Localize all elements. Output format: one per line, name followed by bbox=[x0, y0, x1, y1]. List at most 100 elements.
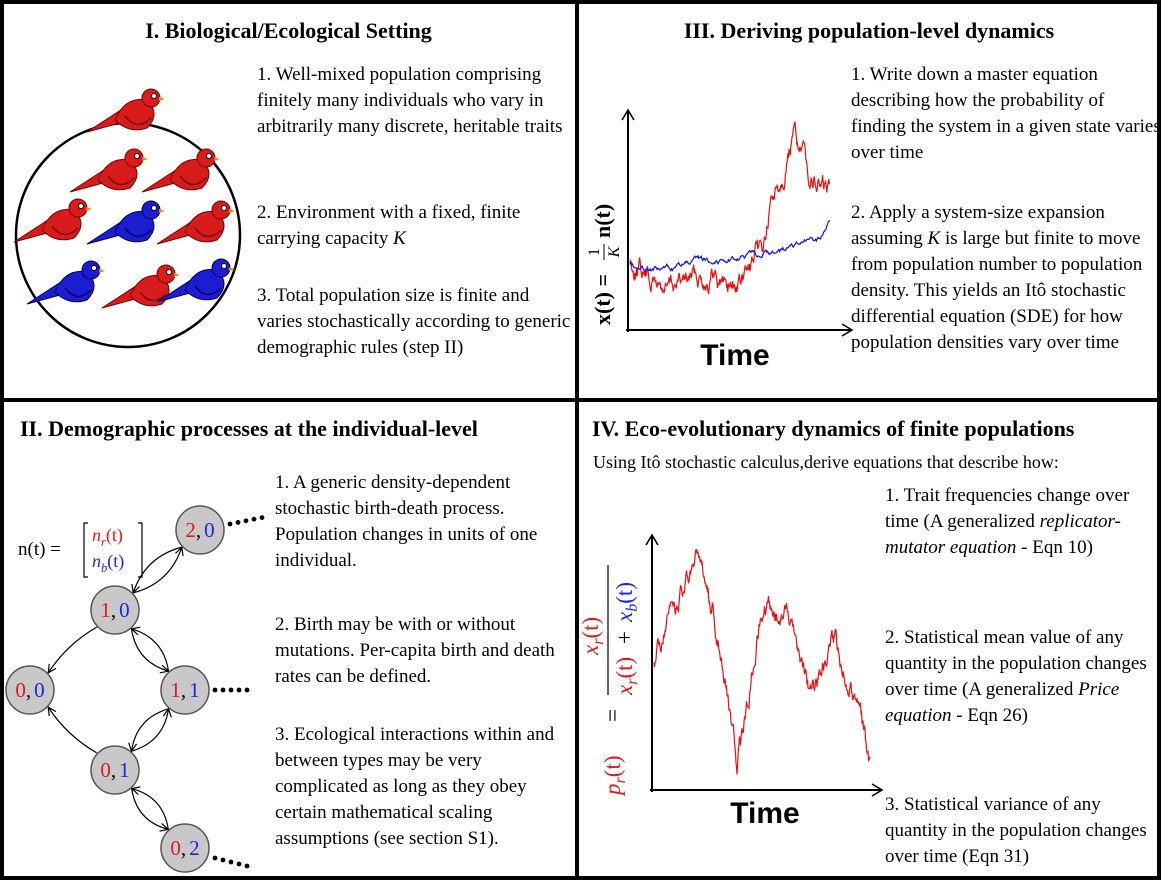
stochastic-trace bbox=[653, 549, 871, 775]
text: 1. Well-mixed population comprising fini… bbox=[257, 64, 563, 137]
bird-eye bbox=[221, 263, 227, 269]
separator: , bbox=[111, 598, 116, 622]
text: - Eqn 10) bbox=[1016, 537, 1093, 558]
math: n bbox=[92, 525, 101, 545]
italic-term: Price equation bbox=[885, 679, 1120, 726]
bird-beak bbox=[229, 267, 235, 271]
bird-eye bbox=[151, 93, 157, 99]
math: (t) bbox=[612, 582, 637, 604]
transition-arrow bbox=[48, 707, 98, 754]
math-term: nb(t) bbox=[92, 551, 124, 575]
transition-arrow bbox=[133, 547, 182, 594]
state-label: 0, 2 bbox=[170, 836, 199, 860]
bird-wing bbox=[139, 291, 167, 302]
state-node bbox=[90, 745, 140, 795]
text: 2. Birth may be with or without mutation… bbox=[275, 614, 555, 687]
ellipsis-dot bbox=[227, 521, 233, 527]
italic-term: K bbox=[393, 228, 406, 249]
bird-head bbox=[68, 198, 88, 218]
blue-count: 1 bbox=[189, 678, 200, 702]
bird-wing bbox=[194, 227, 222, 238]
math: x bbox=[612, 684, 637, 696]
bird-body bbox=[129, 274, 170, 307]
math: x bbox=[578, 644, 603, 656]
math: (t) bbox=[107, 551, 124, 572]
math: b bbox=[624, 604, 641, 612]
bird-eye bbox=[134, 153, 140, 159]
bracket bbox=[83, 522, 88, 578]
traces bbox=[629, 120, 831, 295]
bird-body bbox=[41, 208, 82, 241]
bird-beak bbox=[142, 157, 148, 161]
bird-eye bbox=[151, 205, 157, 211]
bird-body bbox=[184, 210, 225, 243]
bird-body bbox=[114, 98, 155, 131]
text: 1. Trait frequencies change over time (A… bbox=[885, 485, 1130, 532]
stochastic-trace bbox=[629, 219, 831, 273]
transition-arrow bbox=[130, 628, 168, 671]
bird-beak bbox=[99, 269, 105, 273]
bird-eye bbox=[221, 205, 227, 211]
bird-body bbox=[169, 158, 210, 191]
traces bbox=[653, 549, 871, 775]
step-text: 2. Environment with a fixed, finite carr… bbox=[257, 200, 575, 252]
red-count: 0 bbox=[100, 758, 111, 782]
italic-term: K bbox=[927, 228, 941, 249]
bird-head bbox=[81, 260, 101, 280]
transition-arrow bbox=[131, 629, 170, 672]
step-text: 1. Well-mixed population comprising fini… bbox=[257, 62, 575, 140]
math: r bbox=[590, 638, 607, 645]
panel-title: I. Biological/Ecological Setting bbox=[145, 18, 432, 43]
math: (t) bbox=[578, 617, 603, 639]
step-text: 1. A generic density-dependent stochasti… bbox=[275, 470, 570, 574]
state-node bbox=[90, 585, 140, 635]
bird-body bbox=[54, 270, 95, 303]
bird-beak bbox=[229, 209, 235, 213]
stochastic-trace bbox=[629, 120, 831, 295]
bird-beak bbox=[174, 273, 180, 277]
bird-wing bbox=[64, 287, 92, 298]
ellipsis-dot bbox=[236, 687, 242, 693]
bird-wing bbox=[124, 115, 152, 126]
math: (t) bbox=[106, 525, 123, 546]
step-text: 2. Apply a system-size expansion assumin… bbox=[851, 200, 1161, 356]
ellipsis-dot bbox=[251, 516, 257, 522]
math-term: xr(t) bbox=[612, 657, 641, 696]
transition-arrow bbox=[131, 788, 169, 830]
bracket bbox=[138, 522, 143, 578]
bird-beak bbox=[159, 97, 165, 101]
math-term: xb(t) bbox=[612, 582, 641, 623]
math: b bbox=[101, 561, 107, 575]
state-node bbox=[175, 505, 225, 555]
math: n(t) bbox=[590, 204, 615, 238]
ellipsis-dot bbox=[244, 687, 250, 693]
math: 1 bbox=[586, 248, 603, 256]
math: K bbox=[606, 245, 623, 258]
bird-eye bbox=[166, 269, 172, 275]
bird-head bbox=[141, 200, 161, 220]
math: p bbox=[600, 784, 625, 798]
ellipsis-dot bbox=[212, 855, 218, 861]
bird-head bbox=[211, 200, 231, 220]
state-graph: 2, 01, 00, 0 1, 10, 10, 2 bbox=[5, 505, 265, 873]
ellipsis-dot bbox=[228, 687, 234, 693]
text: 2. Environment with a fixed, finite carr… bbox=[257, 202, 521, 249]
x-axis-label: Time bbox=[730, 797, 799, 830]
blue-count: 0 bbox=[119, 598, 130, 622]
blue-count: 0 bbox=[34, 678, 45, 702]
ellipsis-dot bbox=[235, 520, 241, 525]
blue-count: 2 bbox=[189, 836, 200, 860]
text: is large but finite to move from populat… bbox=[851, 228, 1143, 353]
math: (t) bbox=[612, 657, 637, 679]
separator: , bbox=[111, 758, 116, 782]
state-vector: n(t) =nr(t)nb(t) bbox=[18, 522, 143, 578]
bird-beak bbox=[159, 209, 165, 213]
text: 3. Ecological interactions within and be… bbox=[275, 724, 555, 849]
transition-arrow bbox=[131, 708, 169, 751]
ellipsis-dot bbox=[243, 518, 249, 524]
bird-eye bbox=[206, 153, 212, 159]
x-axis-label: Time bbox=[700, 339, 769, 372]
step-text: 3. Ecological interactions within and be… bbox=[275, 722, 570, 852]
